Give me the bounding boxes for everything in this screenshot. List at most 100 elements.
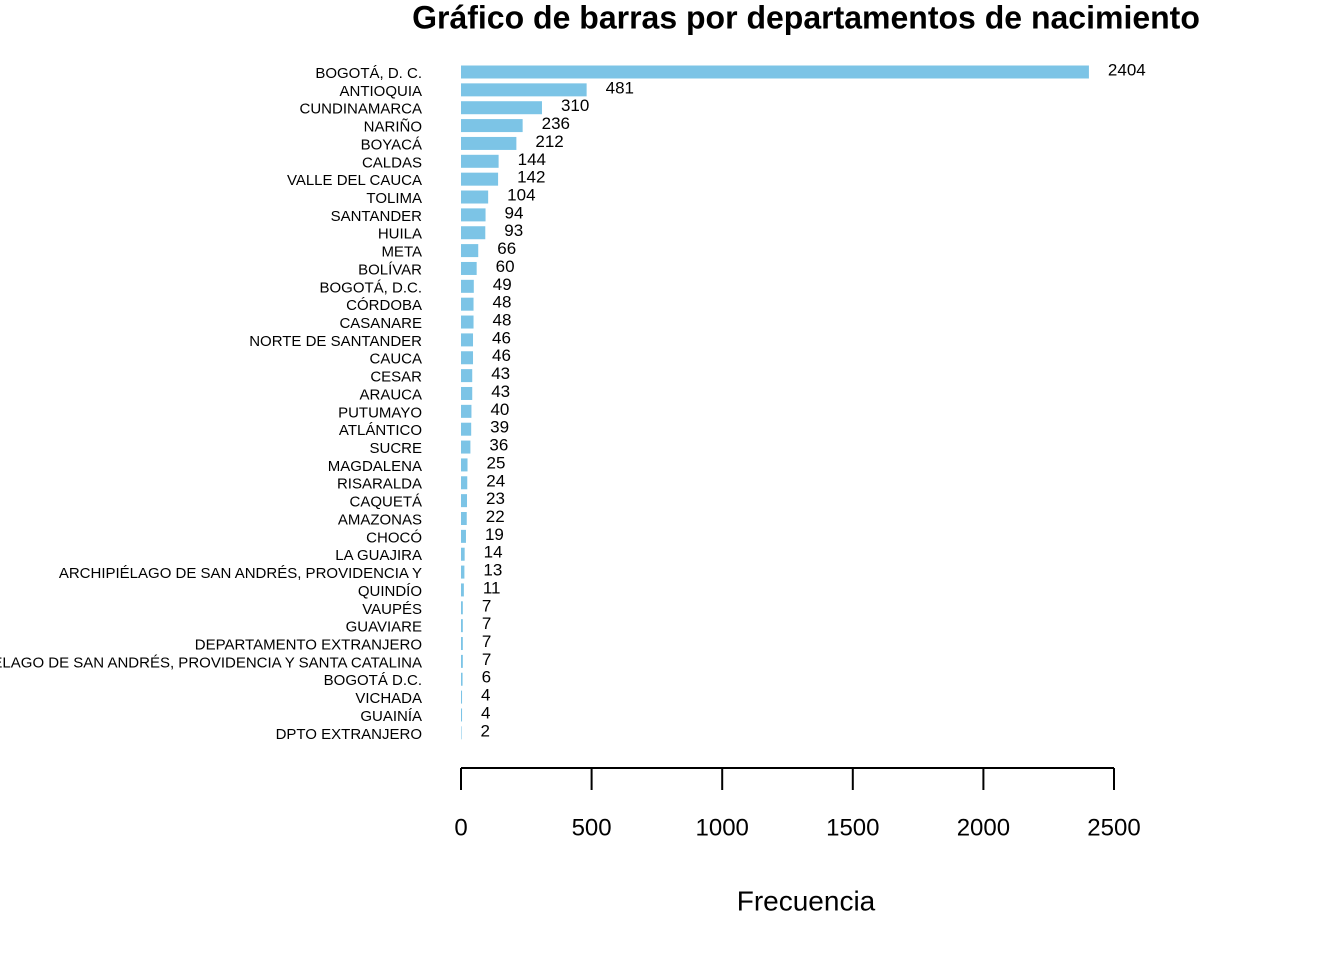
bar [461,226,486,240]
value-label: 19 [485,525,504,544]
value-label: 310 [561,96,589,115]
x-tick-label: 2000 [957,814,1010,841]
bar [461,119,523,133]
value-label: 4 [481,686,490,705]
bar [461,65,1089,79]
bar [461,583,464,597]
x-tick-label: 1500 [826,814,879,841]
value-label: 46 [492,328,511,347]
bar [461,315,474,329]
bar [461,458,468,472]
y-tick-label: CAUCA [369,351,422,368]
value-label: 7 [482,596,491,615]
y-tick-label: LA GUAJIRA [335,547,422,564]
bar [461,672,463,686]
value-label: 49 [493,275,512,294]
y-tick-label: RISARALDA [337,476,422,493]
bar [461,279,474,293]
y-tick-label: TOLIMA [366,190,422,207]
y-tick-label: CHOCÓ [366,529,422,546]
bar [461,351,474,365]
y-tick-label: ARAUCA [359,386,422,403]
bar [461,494,468,508]
bar [461,83,587,97]
value-label: 212 [535,132,563,151]
bar [461,422,472,436]
y-tick-label: META [381,244,422,261]
y-tick-label: GUAINÍA [360,708,422,725]
value-label: 46 [492,346,511,365]
x-tick-label: 1000 [696,814,749,841]
y-tick-label: BOGOTÁ, D.C. [319,279,422,296]
y-tick-label: HUILA [378,226,422,243]
y-tick-label: SUCRE [369,440,422,457]
bar [461,708,463,722]
value-label: 25 [487,453,506,472]
value-label: 66 [497,239,516,258]
value-label: 48 [493,311,512,330]
bar [461,172,499,186]
bar [461,136,517,150]
bar [461,297,474,311]
bar [461,261,477,275]
value-label: 236 [542,114,570,133]
y-tick-label: CASANARE [339,315,422,332]
value-label: 48 [493,293,512,312]
y-tick-label: QUINDÍO [358,583,422,600]
y-tick-label: BOGOTÁ D.C. [324,672,422,689]
y-tick-label: DPTO EXTRANJERO [276,726,422,743]
y-tick-label: CESAR [370,369,422,386]
value-label: 6 [482,668,491,687]
bar [461,440,471,454]
value-label: 23 [486,489,505,508]
y-tick-label: CALDAS [362,154,422,171]
y-tick-label: VICHADA [355,690,422,707]
y-tick-label: MAGDALENA [328,458,422,475]
bar [461,654,463,668]
x-tick-label: 0 [454,814,467,841]
bar [461,386,473,400]
y-tick-label: VALLE DEL CAUCA [287,172,422,189]
bar [461,601,463,615]
x-axis-label: Frecuencia [737,885,876,916]
value-label: 7 [482,614,491,633]
bar [461,244,479,258]
y-tick-label: PUTUMAYO [338,404,422,421]
y-tick-label: ATLÁNTICO [339,422,422,439]
bar [461,208,486,222]
y-tick-label: BOGOTÁ, D. C. [315,65,422,82]
value-label: 14 [484,543,503,562]
y-tick-label: NORTE DE SANTANDER [249,333,422,350]
value-label: 43 [491,364,510,383]
value-label: 43 [491,382,510,401]
y-tick-label: ARCHIPIÉLAGO DE SAN ANDRÉS, PROVIDENCIA … [0,654,422,671]
value-label: 144 [518,150,546,169]
y-tick-label: BOYACÁ [361,136,422,153]
value-label: 24 [486,471,505,490]
y-tick-label: AMAZONAS [338,511,422,528]
bar [461,333,474,347]
value-label: 93 [504,221,523,240]
y-tick-label: CAQUETÁ [349,494,422,511]
chart-title: Gráfico de barras por departamentos de n… [412,0,1200,35]
y-tick-label: DEPARTAMENTO EXTRANJERO [195,636,422,653]
bar [461,512,467,525]
bar [461,101,542,115]
bar [461,154,499,168]
value-label: 60 [496,257,515,276]
bar [461,726,462,740]
bar [461,637,463,651]
y-tick-label: GUAVIARE [346,619,422,636]
value-label: 11 [483,578,501,597]
value-label: 39 [490,418,509,437]
value-label: 13 [483,561,502,580]
bar [461,529,466,543]
y-tick-label: SANTANDER [331,208,423,225]
y-tick-label: CUNDINAMARCA [299,101,422,118]
value-label: 7 [482,632,491,651]
bar [461,476,468,490]
value-label: 4 [481,703,490,722]
bar [461,190,489,204]
bar [461,369,473,383]
